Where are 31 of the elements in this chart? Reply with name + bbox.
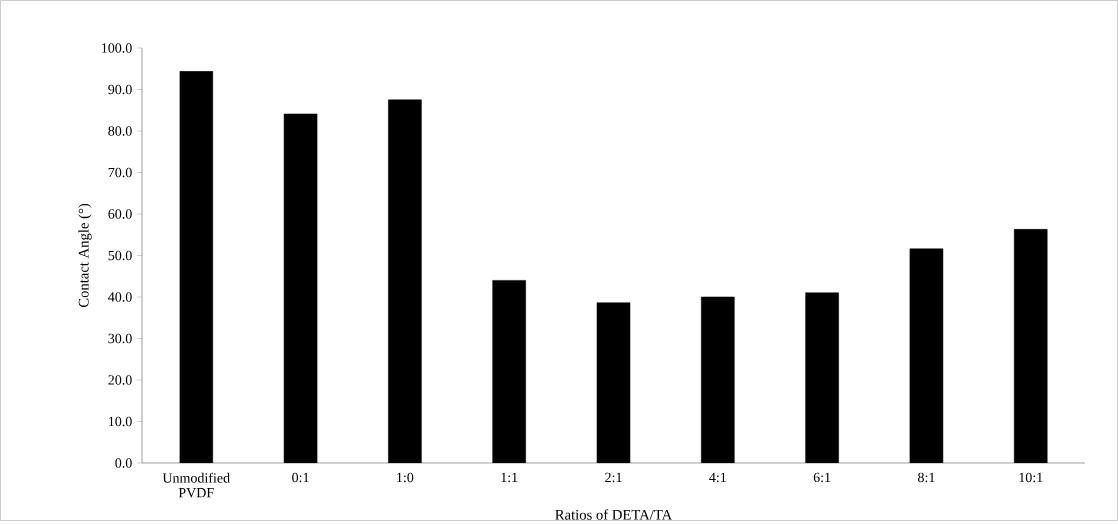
bar <box>492 280 526 463</box>
x-tick-label: 8:1 <box>918 472 935 483</box>
y-axis-title: Contact Angle (°) <box>78 203 92 308</box>
bar <box>596 302 631 463</box>
x-axis-title: Ratios of DETA/TA <box>555 509 673 520</box>
x-tick-label: 2:1 <box>605 472 622 483</box>
x-tick-label: 4:1 <box>709 472 726 483</box>
bar <box>701 296 735 463</box>
y-tick-label: 90.0 <box>108 84 132 95</box>
y-tick-label: 70.0 <box>108 167 132 178</box>
y-tick-label: 50.0 <box>108 250 132 261</box>
bar <box>388 99 422 463</box>
x-tick-label: 1:0 <box>397 472 414 483</box>
x-tick-label: 6:1 <box>813 472 831 483</box>
bar <box>909 248 944 463</box>
y-tick-label: 10.0 <box>109 416 132 427</box>
x-tick-label: 0:1 <box>292 472 309 483</box>
x-tick-label: Unmodified PVDF <box>162 472 230 498</box>
x-tick-label: 1:1 <box>501 472 518 483</box>
y-tick-label: 40.0 <box>108 292 132 302</box>
x-tick-label: 10:1 <box>1019 472 1043 483</box>
y-tick-label: 60.0 <box>108 209 132 219</box>
y-tick-label: 80.0 <box>108 126 132 136</box>
bar <box>1013 229 1048 463</box>
y-tick-label: 0.0 <box>115 458 132 468</box>
bar <box>805 292 839 463</box>
bar <box>179 70 214 463</box>
y-tick-label: 20.0 <box>108 375 132 385</box>
y-tick-label: 100.0 <box>102 43 132 53</box>
y-tick-label: 30.0 <box>108 333 132 344</box>
bar <box>283 113 318 463</box>
